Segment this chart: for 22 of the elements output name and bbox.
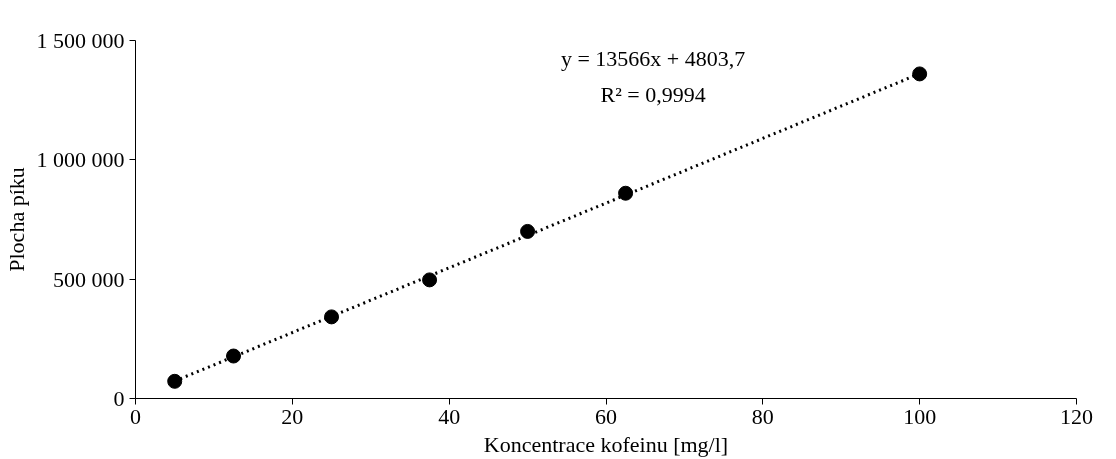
y-axis-title: Plocha píku xyxy=(3,167,29,272)
point xyxy=(324,309,340,325)
point xyxy=(167,373,183,389)
y-tick-label: 1 500 000 xyxy=(36,28,125,53)
y-tick-label: 1 000 000 xyxy=(36,147,125,173)
point xyxy=(520,223,536,239)
point xyxy=(912,66,928,82)
x-axis-title: Koncentrace kofeinu [mg/l] xyxy=(483,431,729,457)
point xyxy=(422,272,438,288)
x-tick-label: 0 xyxy=(130,403,141,429)
x-tick-label: 60 xyxy=(595,403,617,429)
x-tick-label: 40 xyxy=(438,403,461,429)
x-tick-label: 100 xyxy=(903,403,937,429)
point xyxy=(618,185,634,201)
y-tick-label: 500 000 xyxy=(53,266,125,292)
annotation: y = 13566x + 4803,7 xyxy=(560,45,746,71)
x-tick-label: 80 xyxy=(751,403,774,429)
annotation: R² = 0,9994 xyxy=(600,81,706,107)
x-tick-label: 20 xyxy=(281,403,304,429)
y-tick-label: 0 xyxy=(113,386,125,411)
x-tick-label: 120 xyxy=(1060,403,1093,429)
point xyxy=(226,348,242,364)
